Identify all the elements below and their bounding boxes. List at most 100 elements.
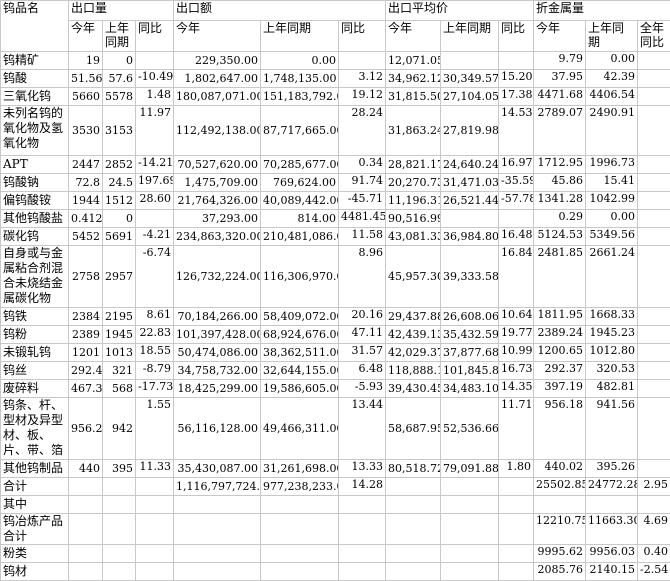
cell-value xyxy=(339,52,386,70)
cell-value: -4.21 xyxy=(136,228,174,246)
cell-value: 19.77 xyxy=(499,326,534,344)
cell-value: 2447 xyxy=(69,156,103,174)
product-name: 其中 xyxy=(1,496,69,514)
cell-value: 15.41 xyxy=(586,174,638,192)
cell-value: 72.8 xyxy=(69,174,103,192)
header-group-row: 钨品名出口量出口额出口平均价折金属量 xyxy=(1,1,670,21)
cell-value: 11.71 xyxy=(499,398,534,460)
cell-value: 1945.23 xyxy=(586,326,638,344)
cell-value: 1712.95 xyxy=(534,156,586,174)
cell-value: 18.55 xyxy=(136,344,174,362)
cell-value: 2758 xyxy=(69,246,103,308)
cell-value: 52,536.66 xyxy=(441,398,499,460)
cell-value xyxy=(638,106,670,156)
cell-value: 467.3 xyxy=(69,380,103,398)
cell-value: 197.69 xyxy=(136,174,174,192)
cell-value: 87,717,665.00 xyxy=(261,106,339,156)
cell-value: 320.53 xyxy=(586,362,638,380)
cell-value xyxy=(638,174,670,192)
cell-value: 11.97 xyxy=(136,106,174,156)
cell-value: 79,091.88 xyxy=(441,460,499,478)
cell-value: 13.33 xyxy=(339,460,386,478)
cell-value xyxy=(499,478,534,496)
cell-value: 9.79 xyxy=(534,52,586,70)
cell-value: 1042.99 xyxy=(586,192,638,210)
cell-value xyxy=(69,514,103,545)
cell-value: 101,397,428.00 xyxy=(174,326,261,344)
sub-header: 今年 xyxy=(534,21,586,52)
cell-value: 0.29 xyxy=(534,210,586,228)
cell-value: 26,608.06 xyxy=(441,308,499,326)
group-header: 出口平均价 xyxy=(386,1,534,21)
cell-value: 8.96 xyxy=(339,246,386,308)
cell-value xyxy=(441,210,499,228)
cell-value: -6.74 xyxy=(136,246,174,308)
cell-value: 12,071.05 xyxy=(386,52,441,70)
sub-header: 上年同期 xyxy=(261,21,339,52)
cell-value xyxy=(69,496,103,514)
cell-value: 1944 xyxy=(69,192,103,210)
cell-value xyxy=(499,514,534,545)
cell-value: 440 xyxy=(69,460,103,478)
cell-value: 27,819.98 xyxy=(441,106,499,156)
cell-value: 321 xyxy=(103,362,136,380)
cell-value xyxy=(136,52,174,70)
cell-value: 37.95 xyxy=(534,70,586,88)
cell-value: 0.00 xyxy=(586,52,638,70)
product-name: 合计 xyxy=(1,478,69,496)
cell-value: 28,821.17 xyxy=(386,156,441,174)
cell-value: 3.12 xyxy=(339,70,386,88)
cell-value: 16.48 xyxy=(499,228,534,246)
cell-value: 0.34 xyxy=(339,156,386,174)
cell-value xyxy=(638,344,670,362)
cell-value: 68,924,676.00 xyxy=(261,326,339,344)
product-name: 其他钨制品 xyxy=(1,460,69,478)
cell-value: 20.16 xyxy=(339,308,386,326)
cell-value: 942 xyxy=(103,398,136,460)
cell-value: 28.24 xyxy=(339,106,386,156)
cell-value: 70,285,677.00 xyxy=(261,156,339,174)
cell-value: 5660 xyxy=(69,88,103,106)
cell-value: 2852 xyxy=(103,156,136,174)
cell-value xyxy=(499,545,534,563)
cell-value: -17.73 xyxy=(136,380,174,398)
product-name: 钨铁 xyxy=(1,308,69,326)
cell-value: 16.97 xyxy=(499,156,534,174)
cell-value: 3530 xyxy=(69,106,103,156)
cell-value xyxy=(261,496,339,514)
group-header: 出口额 xyxy=(174,1,386,21)
cell-value: 56,116,128.00 xyxy=(174,398,261,460)
cell-value: 16.84 xyxy=(499,246,534,308)
cell-value: 31,471.03 xyxy=(441,174,499,192)
cell-value: 2661.24 xyxy=(586,246,638,308)
cell-value: 39,430.45 xyxy=(386,380,441,398)
cell-value: 1200.65 xyxy=(534,344,586,362)
cell-value: 31,863.24 xyxy=(386,106,441,156)
cell-value: 118,888.14 xyxy=(386,362,441,380)
cell-value: 24772.28 xyxy=(586,478,638,496)
cell-value xyxy=(638,156,670,174)
sub-header: 同比 xyxy=(499,21,534,52)
cell-value: 42.39 xyxy=(586,70,638,88)
cell-value: 395 xyxy=(103,460,136,478)
cell-value xyxy=(441,514,499,545)
cell-value: 1,748,135.00 xyxy=(261,70,339,88)
cell-value: 18,425,299.00 xyxy=(174,380,261,398)
cell-value: 21,764,326.00 xyxy=(174,192,261,210)
cell-value: 4481.45 xyxy=(339,210,386,228)
cell-value: 50,474,086.00 xyxy=(174,344,261,362)
cell-value: 1.80 xyxy=(499,460,534,478)
cell-value xyxy=(261,514,339,545)
cell-value xyxy=(499,52,534,70)
cell-value: 395.26 xyxy=(586,460,638,478)
cell-value: 2389.24 xyxy=(534,326,586,344)
cell-value: 292.4 xyxy=(69,362,103,380)
cell-value: 440.02 xyxy=(534,460,586,478)
product-name: 钨粉 xyxy=(1,326,69,344)
cell-value: 0 xyxy=(103,52,136,70)
cell-value: 51.56 xyxy=(69,70,103,88)
